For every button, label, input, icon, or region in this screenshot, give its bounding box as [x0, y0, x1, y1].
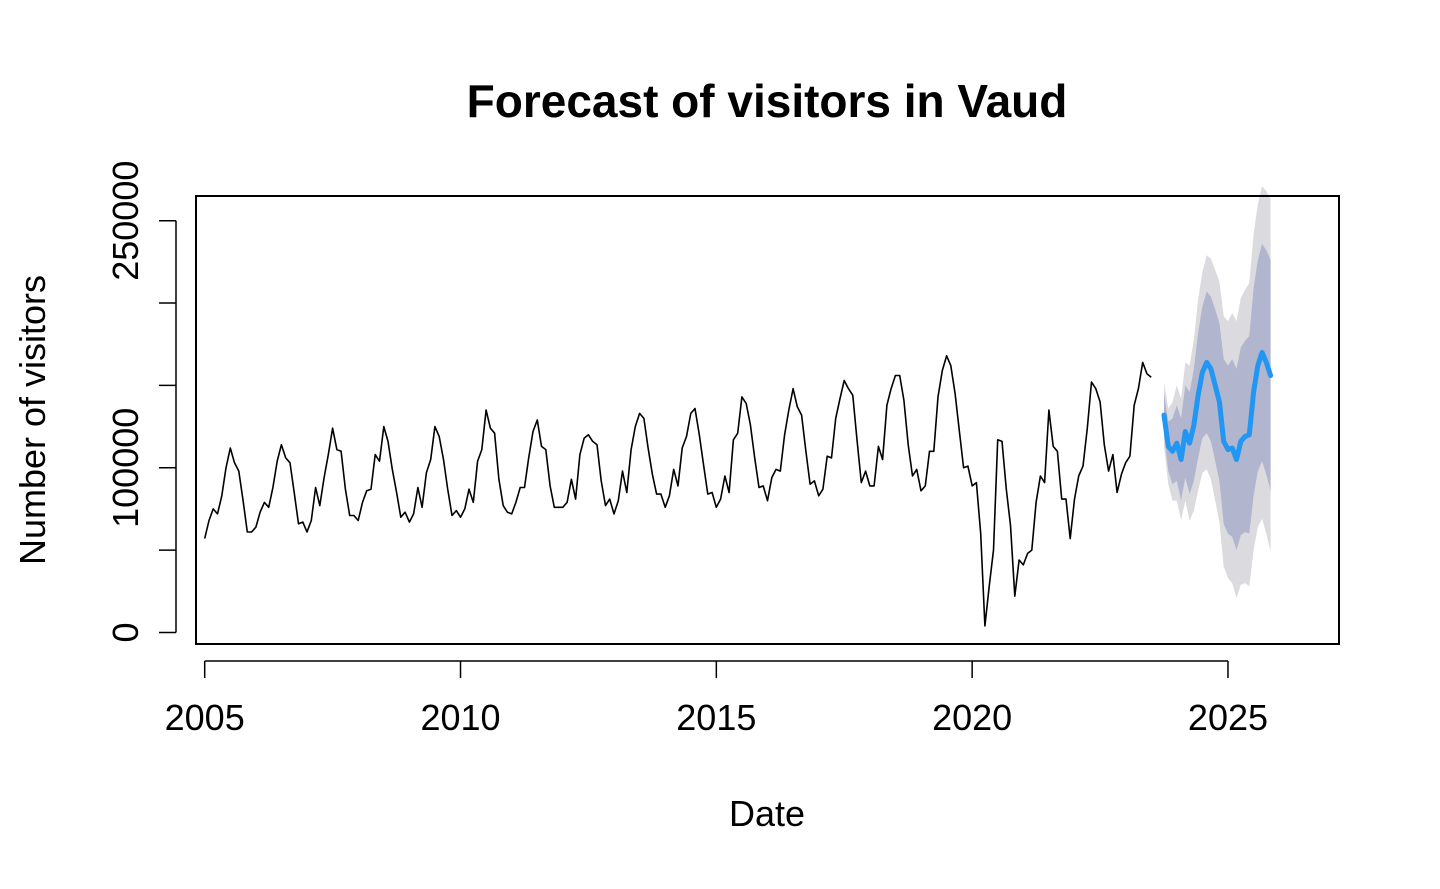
x-tick-label: 2015 [676, 697, 756, 738]
y-tick-label: 250000 [105, 161, 146, 281]
x-tick-label: 2010 [420, 697, 500, 738]
x-axis-label: Date [729, 793, 805, 834]
x-axis: 2005 2010 2015 2020 2025 [165, 660, 1268, 738]
y-axis: 0 100000 250000 [105, 161, 177, 643]
history-series-line [203, 354, 1152, 627]
chart-title: Forecast of visitors in Vaud [467, 75, 1068, 127]
forecast-layer [1161, 350, 1274, 462]
plot-frame [195, 195, 1340, 645]
forecast-series-line [1161, 350, 1274, 462]
x-tick-label: 2005 [165, 697, 245, 738]
x-tick-label: 2025 [1188, 697, 1268, 738]
history-layer [203, 354, 1152, 627]
x-tick-label: 2020 [932, 697, 1012, 738]
y-tick-label: 100000 [105, 408, 146, 528]
y-tick-label: 0 [105, 622, 146, 642]
y-axis-label: Number of visitors [12, 275, 53, 565]
